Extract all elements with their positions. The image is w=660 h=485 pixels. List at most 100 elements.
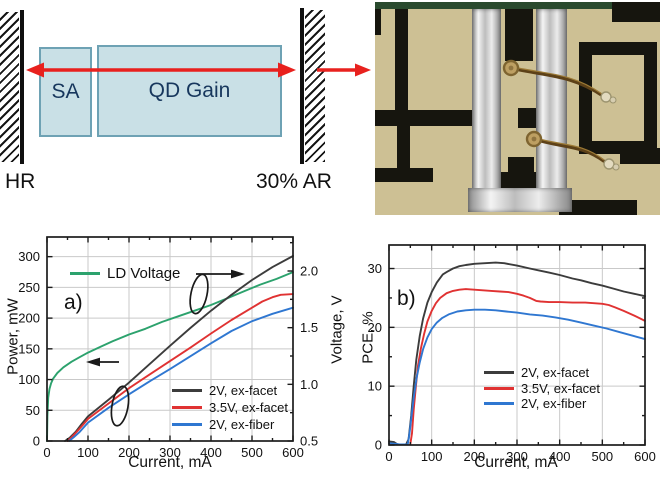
output-arrowhead — [355, 63, 371, 77]
left-mirror-hatching — [0, 12, 19, 162]
series-line-sample — [172, 423, 202, 426]
series-line-sample — [172, 389, 202, 392]
svg-text:2.0: 2.0 — [300, 264, 318, 279]
ld-voltage-line-sample — [70, 272, 100, 275]
svg-text:400: 400 — [200, 445, 222, 460]
series-line-sample — [484, 402, 514, 406]
series-line-sample — [484, 371, 514, 375]
solder-blob-bottom — [468, 188, 572, 212]
legend-item: 3.5V, ex-facet — [172, 399, 288, 416]
qd-gain-label: QD Gain — [148, 79, 231, 102]
photo-trace — [620, 148, 660, 164]
ld-voltage-label: LD Voltage — [107, 265, 181, 282]
chart-b-legend: 2V, ex-facet 3.5V, ex-facet 2V, ex-fiber — [484, 365, 600, 412]
svg-text:1.5: 1.5 — [300, 320, 318, 335]
svg-text:30: 30 — [368, 261, 382, 276]
photo-trace — [375, 168, 433, 182]
wire-2-end — [603, 158, 615, 170]
photo-trace — [508, 157, 534, 173]
svg-text:100: 100 — [18, 372, 40, 387]
series-line-sample — [484, 386, 514, 390]
legend-label: 3.5V, ex-facet — [521, 380, 601, 396]
chart-a-voltage-legend: LD Voltage — [70, 265, 180, 282]
wire-1-end — [600, 91, 612, 103]
photo-trace — [375, 110, 473, 126]
svg-text:400: 400 — [549, 449, 571, 464]
sa-label: SA — [51, 80, 80, 103]
wire-2-end-dot — [612, 163, 620, 171]
svg-text:50: 50 — [26, 403, 40, 418]
legend-label: 2V, ex-facet — [209, 383, 278, 398]
photo-top-edge — [375, 2, 660, 9]
chart-b-x-axis-title: Current, mA — [474, 454, 558, 471]
svg-text:200: 200 — [463, 449, 485, 464]
legend-label: 3.5V, ex-facet — [209, 400, 289, 415]
qd-gain-box: QD Gain — [97, 45, 282, 137]
panel-b-label: b) — [397, 287, 416, 310]
svg-text:250: 250 — [18, 280, 40, 295]
svg-text:0.5: 0.5 — [300, 434, 318, 449]
chart-a-legend: 2V, ex-facet 3.5V, ex-facet 2V, ex-fiber — [172, 382, 288, 433]
svg-text:10: 10 — [368, 379, 382, 394]
svg-text:150: 150 — [18, 341, 40, 356]
wire-1-end-dot — [609, 96, 617, 104]
right-mirror — [300, 8, 304, 164]
svg-text:0: 0 — [375, 438, 382, 453]
svg-text:200: 200 — [118, 445, 140, 460]
legend-label: 2V, ex-fiber — [521, 396, 587, 412]
photo-trace — [375, 9, 381, 35]
chart-b-pce-vs-current: 0 100 200 300 400 500 600 0 10 20 30 — [368, 244, 656, 464]
chart-a-power-voltage-vs-current: 0 100 200 300 400 500 600 0 50 100 150 200 250 300 0.5… — [18, 236, 318, 460]
right-mirror-hatching — [305, 10, 325, 162]
legend-label: 2V, ex-facet — [521, 365, 590, 381]
bond-wire-1 — [510, 66, 604, 98]
solder-strip-left — [472, 9, 501, 194]
svg-text:600: 600 — [282, 445, 304, 460]
photo-trace — [612, 2, 660, 22]
chart-b-y-axis-title: PCE, % — [359, 311, 377, 364]
legend-item: 2V, ex-facet — [172, 382, 288, 399]
legend-item-ld-voltage: LD Voltage — [70, 265, 180, 282]
svg-text:600: 600 — [634, 449, 656, 464]
svg-text:100: 100 — [77, 445, 99, 460]
bond-wire-2 — [533, 137, 606, 164]
photo-trace-ring — [579, 42, 657, 154]
saturable-absorber-box: SA — [39, 47, 92, 137]
bond-wire-2-highlight — [533, 136, 605, 161]
legend-item: 3.5V, ex-facet — [484, 381, 600, 397]
chart-a-y2-axis-title: Voltage, V — [328, 295, 346, 364]
ar-mirror-label: 30% AR — [256, 170, 332, 193]
svg-text:300: 300 — [18, 249, 40, 264]
hr-mirror-label: HR — [5, 170, 36, 193]
chip-micrograph-photo — [375, 2, 660, 215]
bond-pad-1-center — [508, 65, 514, 71]
solder-strip-right — [536, 9, 567, 194]
svg-text:20: 20 — [368, 320, 382, 335]
svg-text:300: 300 — [159, 445, 181, 460]
legend-label: 2V, ex-fiber — [209, 417, 275, 432]
bond-pad-2-center — [531, 136, 537, 142]
left-mirror — [20, 10, 24, 164]
chart-a-y-axis-title: Power, mW — [4, 298, 22, 375]
laser-cavity-diagram: SA QD Gain HR 30% AR — [0, 0, 375, 225]
svg-text:0: 0 — [33, 434, 40, 449]
svg-text:500: 500 — [241, 445, 263, 460]
legend-item: 2V, ex-facet — [484, 365, 600, 381]
bond-wires — [502, 59, 620, 171]
photo-trace — [505, 9, 533, 61]
series-line-sample — [172, 406, 202, 409]
photo-trace — [395, 9, 408, 114]
bond-wire-1-highlight — [510, 65, 603, 95]
svg-text:300: 300 — [506, 449, 528, 464]
photo-trace — [518, 108, 538, 128]
svg-text:500: 500 — [591, 449, 613, 464]
svg-text:0: 0 — [43, 445, 50, 460]
legend-item: 2V, ex-fiber — [172, 416, 288, 433]
legend-item: 2V, ex-fiber — [484, 396, 600, 412]
svg-text:100: 100 — [421, 449, 443, 464]
svg-text:1.0: 1.0 — [300, 377, 318, 392]
svg-text:0: 0 — [385, 449, 392, 464]
chart-a-x-axis-title: Current, mA — [128, 454, 212, 471]
photo-trace — [559, 200, 637, 215]
